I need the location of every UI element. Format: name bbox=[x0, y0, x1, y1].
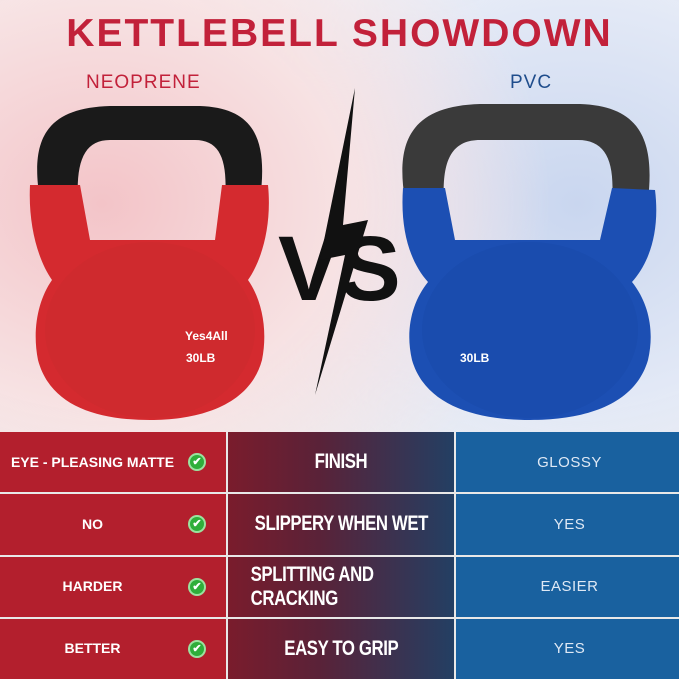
check-icon: ✔ bbox=[188, 515, 206, 534]
right-weight: 30LB bbox=[460, 351, 490, 365]
vs-graphic: VS bbox=[278, 88, 401, 395]
neoprene-cell: BETTER ✔ bbox=[0, 618, 226, 679]
check-icon: ✔ bbox=[188, 453, 206, 472]
pvc-cell: YES bbox=[456, 494, 679, 555]
feature-label: SLIPPERY WHEN WET bbox=[254, 512, 428, 536]
feature-cell: FINISH bbox=[228, 432, 454, 493]
neoprene-label: NEOPRENE bbox=[86, 72, 201, 93]
neoprene-value: NO bbox=[82, 515, 103, 532]
neoprene-cell: EYE - PLEASING MATTE ✔ bbox=[0, 432, 226, 493]
pvc-cell: YES bbox=[456, 618, 679, 679]
pvc-value: YES bbox=[553, 640, 586, 658]
comparison-table: EYE - PLEASING MATTE ✔ FINISH GLOSSY NO ✔ S… bbox=[0, 432, 679, 679]
neoprene-value: BETTER bbox=[64, 640, 121, 657]
pvc-cell: GLOSSY bbox=[456, 432, 679, 493]
neoprene-cell: HARDER ✔ bbox=[0, 556, 226, 617]
feature-cell: EASY TO GRIP bbox=[228, 618, 454, 679]
neoprene-cell: NO ✔ bbox=[0, 494, 226, 555]
feature-label: EASY TO GRIP bbox=[283, 636, 399, 660]
pvc-value: YES bbox=[553, 515, 586, 533]
pvc-cell: EASIER bbox=[456, 556, 679, 617]
kettlebell-brand-logo: Yes4All bbox=[185, 329, 228, 343]
pvc-kettlebell: 30LB bbox=[402, 104, 657, 420]
pvc-value: EASIER bbox=[540, 578, 599, 596]
feature-cell: SPLITTING AND CRACKING bbox=[228, 556, 454, 617]
check-icon: ✔ bbox=[188, 639, 206, 658]
pvc-value: GLOSSY bbox=[537, 453, 602, 471]
left-weight: 30LB bbox=[186, 351, 216, 365]
feature-label: SPLITTING AND CRACKING bbox=[250, 562, 374, 610]
kettlebell-illustration: Yes4All 30LB VS 30LB bbox=[29, 88, 657, 420]
neoprene-value: HARDER bbox=[62, 578, 123, 595]
check-icon: ✔ bbox=[188, 577, 206, 596]
neoprene-value: EYE - PLEASING MATTE bbox=[10, 453, 175, 470]
pvc-label: PVC bbox=[510, 72, 553, 93]
feature-cell: SLIPPERY WHEN WET bbox=[228, 494, 454, 555]
page-title: KETTLEBELL SHOWDOWN bbox=[66, 12, 613, 55]
neoprene-kettlebell: Yes4All 30LB bbox=[29, 106, 269, 420]
feature-label: FINISH bbox=[314, 450, 368, 474]
